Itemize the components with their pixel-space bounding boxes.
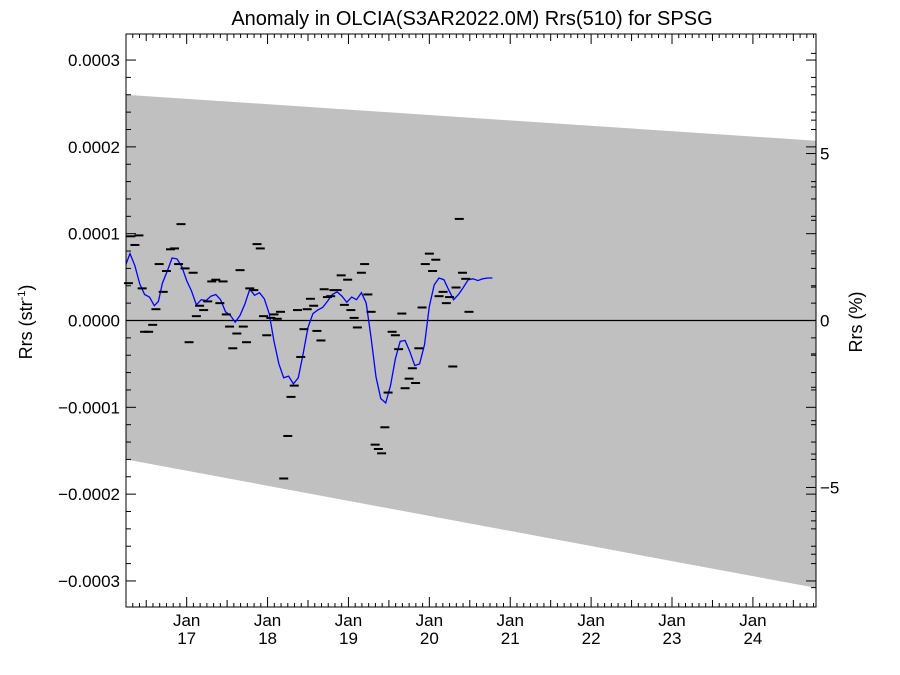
y2-tick-label: 0: [820, 312, 829, 331]
x-tick-label-month: Jan: [335, 611, 362, 630]
x-tick-label-year: 22: [582, 629, 601, 648]
x-tick-label-month: Jan: [254, 611, 281, 630]
uncertainty-band: [126, 94, 816, 588]
x-tick-label-month: Jan: [497, 611, 524, 630]
y-tick-label: 0.0001: [68, 225, 120, 244]
x-tick-label-month: Jan: [577, 611, 604, 630]
x-tick-label-month: Jan: [416, 611, 443, 630]
x-tick-label-year: 21: [501, 629, 520, 648]
band-area: [126, 94, 816, 588]
data-points: [123, 217, 474, 480]
y-tick-label: −0.0002: [58, 485, 120, 504]
y-tick-label: 0.0003: [68, 51, 120, 70]
y-tick-label: 0.0002: [68, 138, 120, 157]
x-tick-label-month: Jan: [658, 611, 685, 630]
x-tick-label-year: 23: [663, 629, 682, 648]
y2-axis-label: Rrs (%): [846, 292, 866, 353]
x-tick-label-year: 18: [258, 629, 277, 648]
y-axis-label-close: ): [16, 285, 36, 291]
y-tick-label: −0.0003: [58, 572, 120, 591]
y2-tick-label: −5: [820, 478, 839, 497]
chart-title: Anomaly in OLCIA(S3AR2022.0M) Rrs(510) f…: [231, 8, 712, 30]
x-tick-label-year: 24: [743, 629, 762, 648]
x-tick-label-month: Jan: [739, 611, 766, 630]
running-mean-series: [125, 251, 493, 405]
x-tick-label-year: 20: [420, 629, 439, 648]
y-axis-label-main: Rrs (str: [16, 300, 36, 359]
y-tick-label: −0.0001: [58, 398, 120, 417]
y-axis-label-superscript: -1: [16, 291, 28, 301]
y2-tick-label: 5: [820, 145, 829, 164]
y-axis-label: Rrs (str-1): [16, 285, 36, 360]
y-axis-left: 0.0003 0.0002 0.0001 0.0000 −0.0001 −0.0002 −0…: [58, 51, 816, 591]
series-line-0: [125, 251, 493, 405]
x-tick-label-month: Jan: [173, 611, 200, 630]
x-tick-label-year: 19: [339, 629, 358, 648]
y-axis-right: 5 0 −5: [806, 52, 839, 589]
x-tick-label-year: 17: [177, 629, 196, 648]
y-tick-label: 0.0000: [68, 312, 120, 331]
